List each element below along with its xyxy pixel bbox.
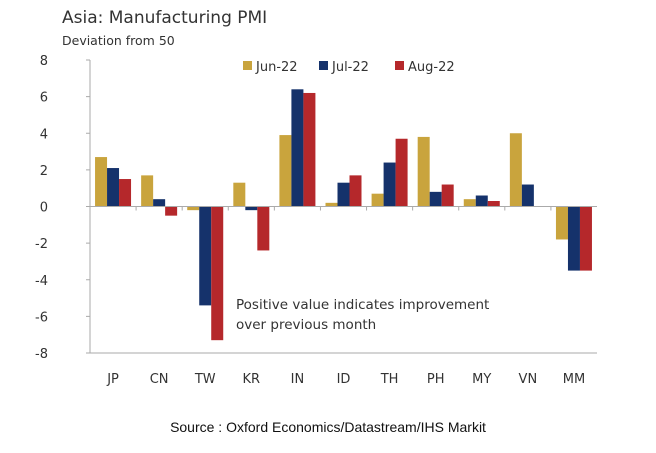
chart-title: Asia: Manufacturing PMI <box>62 8 268 28</box>
x-tick-label-jp: JP <box>106 372 119 387</box>
bar-ph-aug-22 <box>441 184 454 207</box>
x-tick-label-tw: TW <box>194 372 216 387</box>
x-tick-label-mm: MM <box>563 372 585 387</box>
chart-subtitle: Deviation from 50 <box>62 33 175 48</box>
y-tick-label: -4 <box>35 274 48 289</box>
y-tick-label: -6 <box>35 310 48 325</box>
legend-swatch-jul-22 <box>319 61 328 70</box>
bar-my-jul-22 <box>475 195 488 207</box>
y-tick-label: -2 <box>35 237 48 252</box>
x-tick-label-cn: CN <box>150 372 169 387</box>
y-tick-label: 2 <box>40 164 48 179</box>
x-tick-label-id: ID <box>337 372 351 387</box>
bar-kr-jul-22 <box>245 206 258 211</box>
legend-swatch-jun-22 <box>243 61 252 70</box>
x-tick-label-kr: KR <box>243 372 261 387</box>
y-tick-label: 8 <box>40 54 48 69</box>
legend-label-jul-22: Jul-22 <box>331 60 369 75</box>
bar-mm-jul-22 <box>567 206 580 271</box>
bar-tw-aug-22 <box>211 206 224 341</box>
bar-cn-aug-22 <box>165 206 178 216</box>
annotation-text: Positive value indicates improvement <box>236 297 489 313</box>
bar-tw-jun-22 <box>187 206 200 211</box>
y-tick-label: -8 <box>35 347 48 362</box>
legend-swatch-aug-22 <box>395 61 404 70</box>
bar-mm-aug-22 <box>579 206 592 271</box>
bar-ph-jun-22 <box>417 136 430 207</box>
bar-th-aug-22 <box>395 138 408 207</box>
bar-tw-jul-22 <box>199 206 212 306</box>
bar-in-jun-22 <box>279 135 292 207</box>
bar-jp-jul-22 <box>107 168 120 207</box>
x-tick-label-vn: VN <box>519 372 538 387</box>
annotation-text: over previous month <box>236 317 376 333</box>
source-note: Source : Oxford Economics/Datastream/IHS… <box>170 419 486 435</box>
y-tick-label: 4 <box>40 127 48 142</box>
bar-vn-jun-22 <box>509 133 522 207</box>
bar-id-aug-22 <box>349 175 362 207</box>
y-tick-label: 0 <box>40 201 48 216</box>
bar-kr-aug-22 <box>257 206 270 251</box>
bar-my-jun-22 <box>463 199 476 207</box>
x-tick-label-ph: PH <box>427 372 445 387</box>
bar-id-jun-22 <box>325 202 338 207</box>
legend-label-aug-22: Aug-22 <box>408 60 455 75</box>
bar-kr-jun-22 <box>233 182 246 207</box>
bar-th-jul-22 <box>383 162 396 207</box>
bar-jp-aug-22 <box>119 179 132 207</box>
bar-th-jun-22 <box>371 193 384 207</box>
bar-cn-jul-22 <box>153 199 166 207</box>
bar-jp-jun-22 <box>95 157 108 207</box>
bar-id-jul-22 <box>337 182 350 207</box>
bar-vn-jul-22 <box>521 184 534 207</box>
bar-mm-jun-22 <box>555 206 568 240</box>
x-tick-label-my: MY <box>472 372 491 387</box>
bar-in-jul-22 <box>291 89 304 207</box>
bar-in-aug-22 <box>303 92 316 207</box>
legend-label-jun-22: Jun-22 <box>255 60 298 75</box>
x-tick-label-th: TH <box>380 372 399 387</box>
x-tick-label-in: IN <box>291 372 305 387</box>
bar-my-aug-22 <box>487 201 500 207</box>
bar-cn-jun-22 <box>141 175 154 207</box>
y-tick-label: 6 <box>40 91 48 106</box>
bar-ph-jul-22 <box>429 191 442 207</box>
